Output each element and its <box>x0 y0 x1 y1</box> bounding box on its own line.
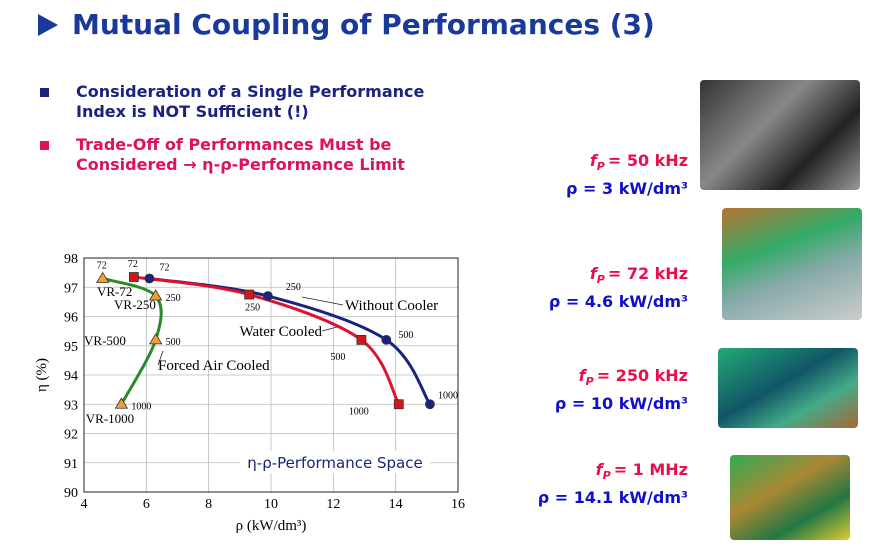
spec-f-value: = 72 kHz <box>607 264 688 283</box>
y-tick-label: 97 <box>64 281 78 296</box>
bullet: Consideration of a Single Performance In… <box>40 82 424 122</box>
spec-frequency: fP = 1 MHz <box>538 459 688 487</box>
annotation: η-ρ-Performance Space <box>247 454 422 472</box>
data-point <box>381 334 392 345</box>
y-tick-label: 94 <box>64 369 78 384</box>
data-point <box>356 334 367 345</box>
y-axis-label: η (%) <box>34 358 50 392</box>
bullet: Trade-Off of Performances Must be Consid… <box>40 135 405 175</box>
point-label: 250 <box>286 282 301 293</box>
plot-frame <box>83 257 459 493</box>
spec-density: ρ = 10 kW/dm³ <box>554 394 688 414</box>
data-point <box>393 399 404 410</box>
y-tick-label: 90 <box>64 486 78 501</box>
spec-f-value: = 250 kHz <box>596 366 688 385</box>
x-tick-label: 12 <box>326 497 340 512</box>
bullet-mark <box>40 141 49 150</box>
variant-label: VR-72 <box>97 284 132 299</box>
leader-line <box>157 350 164 366</box>
title: Mutual Coupling of Performances (3) <box>38 8 655 41</box>
variant-label: VR-250 <box>114 297 156 312</box>
y-tick-label: 95 <box>64 340 78 355</box>
spec-f-value: = 1 MHz <box>613 460 688 479</box>
x-tick-label: 14 <box>389 497 403 512</box>
spec-frequency: fP = 50 kHz <box>566 150 688 178</box>
point-label: 1000 <box>131 401 151 412</box>
spec-density: ρ = 14.1 kW/dm³ <box>537 488 688 508</box>
y-tick-label: 98 <box>64 252 78 267</box>
converter-photo <box>700 80 860 190</box>
y-tick-label: 92 <box>64 428 78 443</box>
data-point <box>114 397 129 409</box>
spec-f-sub: P <box>596 160 605 174</box>
series-label: Forced Air Cooled <box>158 358 270 374</box>
converter-photo <box>718 348 858 428</box>
variant-label: VR-1000 <box>86 411 134 426</box>
spec-f: f <box>595 460 603 479</box>
spec: fP = 1 MHz ρ = 14.1 kW/dm³ <box>538 459 688 509</box>
point-label: 250 <box>166 293 181 304</box>
spec-f: f <box>589 264 597 283</box>
title-text: Mutual Coupling of Performances (3) <box>72 8 655 41</box>
data-point <box>95 271 110 283</box>
spec: fP = 72 kHz ρ = 4.6 kW/dm³ <box>549 263 688 313</box>
spec-frequency: fP = 250 kHz <box>555 365 688 393</box>
point-label: 250 <box>245 303 260 314</box>
bullet-line: Consideration of a Single Performance <box>76 82 425 101</box>
x-tick-label: 10 <box>264 497 278 512</box>
data-point <box>128 272 139 282</box>
spec-f-sub: P <box>585 375 594 389</box>
point-label: 500 <box>398 330 413 341</box>
spec: fP = 250 kHz ρ = 10 kW/dm³ <box>555 365 688 415</box>
point-label: 1000 <box>438 390 458 401</box>
variant-label: VR-500 <box>84 333 126 348</box>
series-line <box>102 277 163 405</box>
title-arrow <box>38 14 58 36</box>
spec-f: f <box>578 366 586 385</box>
spec-frequency: fP = 72 kHz <box>549 263 688 291</box>
y-tick-label: 96 <box>64 311 78 326</box>
point-label: 72 <box>97 260 107 271</box>
spec-f-sub: P <box>602 469 611 483</box>
leader-line <box>321 326 338 332</box>
converter-photo <box>730 455 850 540</box>
leader-line <box>301 296 344 306</box>
bullet-line: Index is NOT Sufficient (!) <box>76 102 309 121</box>
data-point <box>244 289 255 300</box>
x-axis-label: ρ (kW/dm³) <box>236 518 307 534</box>
annotation-bg <box>240 451 430 473</box>
x-tick-label: 4 <box>81 497 88 512</box>
series-label: Water Cooled <box>239 324 322 340</box>
spec-f-sub: P <box>596 273 605 287</box>
bullet-line: Considered → η-ρ-Performance Limit <box>76 155 405 174</box>
spec-density: ρ = 3 kW/dm³ <box>566 179 688 199</box>
bullet-line: Trade-Off of Performances Must be <box>76 135 392 154</box>
y-tick-label: 93 <box>64 398 78 413</box>
point-label: 1000 <box>349 406 369 417</box>
x-tick-label: 8 <box>205 497 212 512</box>
series-label: Without Cooler <box>345 298 438 314</box>
point-label: 72 <box>128 259 138 270</box>
spec: fP = 50 kHz ρ = 3 kW/dm³ <box>566 150 688 200</box>
data-point <box>262 291 273 301</box>
series-line <box>133 275 401 406</box>
converter-photo <box>722 208 862 320</box>
data-point <box>148 333 163 345</box>
x-tick-label: 6 <box>143 497 150 512</box>
spec-f: f <box>589 151 597 170</box>
point-label: 72 <box>159 262 169 273</box>
data-point <box>425 399 435 410</box>
point-label: 500 <box>330 352 345 363</box>
y-tick-label: 91 <box>64 457 78 472</box>
data-point <box>144 273 155 284</box>
x-tick-label: 16 <box>451 497 465 512</box>
data-point <box>148 289 163 301</box>
spec-f-value: = 50 kHz <box>607 151 688 170</box>
spec-density: ρ = 4.6 kW/dm³ <box>548 292 688 312</box>
point-label: 500 <box>166 337 181 348</box>
bullet-mark <box>40 88 49 97</box>
